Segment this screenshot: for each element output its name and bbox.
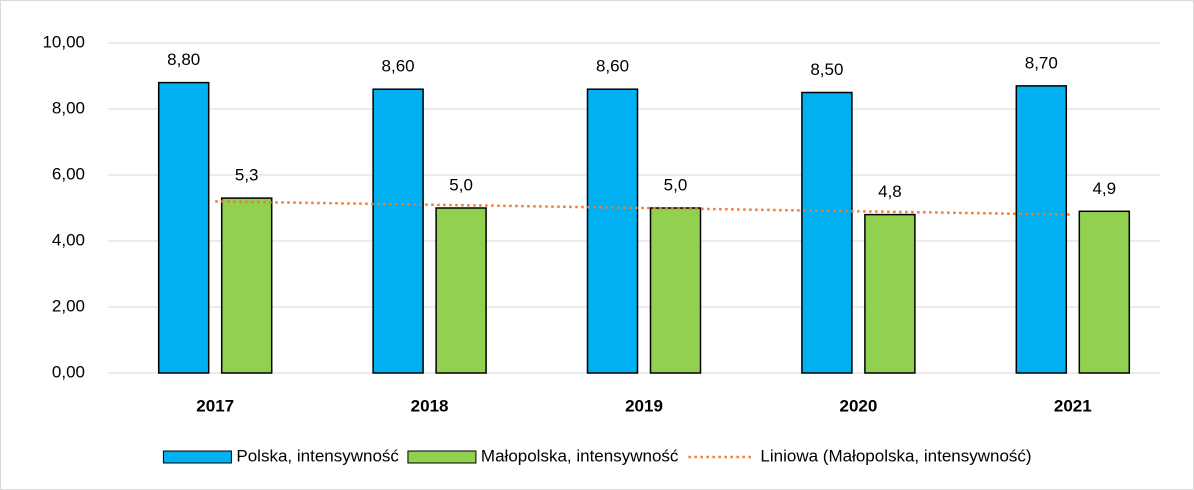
x-tick-label: 2018	[411, 396, 449, 415]
bar	[649, 207, 702, 374]
bar	[372, 88, 424, 374]
legend-label: Liniowa (Małopolska, intensywność)	[760, 446, 1031, 465]
x-tick-label: 2017	[196, 396, 234, 415]
bar	[220, 197, 273, 374]
data-label: 8,60	[382, 57, 415, 76]
data-label: 5,0	[664, 175, 688, 194]
bar	[864, 213, 916, 374]
data-label: 4,9	[1092, 179, 1116, 198]
data-label: 8,70	[1025, 53, 1058, 72]
y-tick-label: 10,00	[42, 32, 85, 51]
data-label: 8,60	[596, 57, 629, 76]
bar	[1015, 85, 1068, 374]
bar	[435, 207, 487, 374]
y-tick-label: 8,00	[52, 98, 85, 117]
legend-swatch	[407, 450, 477, 464]
data-label: 8,80	[167, 50, 200, 69]
data-label: 8,50	[810, 60, 843, 79]
legend-label: Polska, intensywność	[236, 446, 399, 465]
y-tick-label: 6,00	[52, 164, 85, 183]
bar	[1078, 210, 1131, 374]
y-tick-label: 4,00	[52, 230, 85, 249]
x-tick-label: 2019	[625, 396, 663, 415]
bar	[801, 91, 853, 374]
x-tick-label: 2021	[1054, 396, 1092, 415]
bar	[157, 81, 210, 374]
y-tick-label: 0,00	[52, 362, 85, 381]
legend-swatch	[162, 450, 232, 464]
trend-line	[215, 200, 1073, 216]
data-label: 5,0	[449, 175, 473, 194]
legend-label: Małopolska, intensywność	[481, 446, 679, 465]
x-tick-label: 2020	[839, 396, 877, 415]
y-tick-label: 2,00	[52, 296, 85, 315]
data-label: 5,3	[235, 166, 259, 185]
bar	[586, 88, 639, 374]
data-label: 4,8	[878, 182, 902, 201]
